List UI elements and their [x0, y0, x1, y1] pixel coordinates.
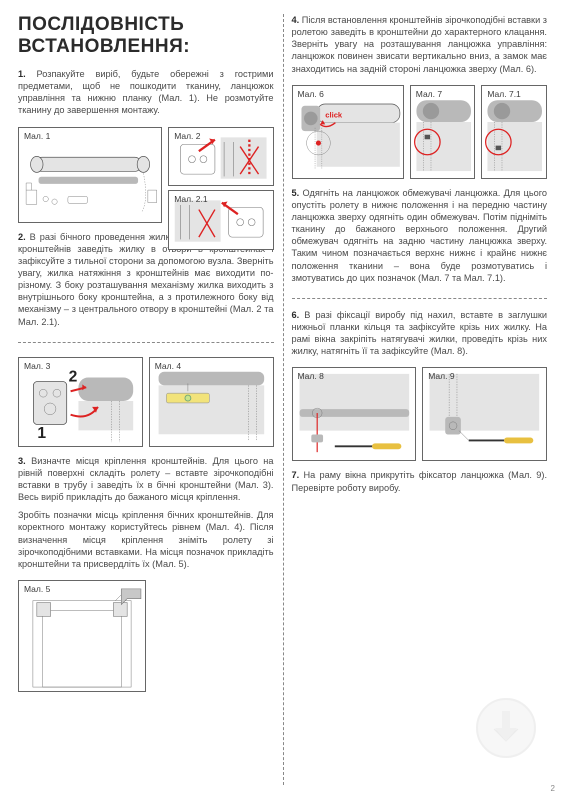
step-3-num: 3.: [18, 456, 26, 466]
step-7-text: 7. На раму вікна прикрутіть фіксатор лан…: [292, 469, 548, 493]
fig-3: Мал. 3 1: [18, 357, 143, 447]
fig-7-1-label: Мал. 7.1: [487, 89, 520, 99]
fig-row-5: Мал. 5: [18, 580, 274, 692]
fig-4-illustration: [150, 358, 273, 446]
step-1-body: Розпакуйте виріб, будьте обережні з гост…: [18, 69, 274, 115]
fig-row-6-7: Мал. 6 click: [292, 85, 548, 179]
fig-1-label: Мал. 1: [24, 131, 50, 141]
fig-7-label: Мал. 7: [416, 89, 442, 99]
fig-row-1-2: Мал. 1: [18, 127, 274, 223]
step-3a-text: 3. Визначте місця кріплення кронштейнів.…: [18, 455, 274, 504]
fig-5-illustration: [19, 581, 145, 691]
fig-7-illustration: [411, 86, 475, 178]
step-5-body: Одягніть на ланцюжок обмежувачі ланцюжка…: [292, 188, 548, 283]
divider-left-1: [18, 342, 274, 343]
fig-row-8-9: Мал. 8 Мал. 9: [292, 367, 548, 461]
fig-3-label: Мал. 3: [24, 361, 50, 371]
fig3-n2: 2: [69, 368, 78, 385]
fig-3-illustration: 1 2: [19, 358, 142, 446]
step-6-num: 6.: [292, 310, 300, 320]
step-3b-text: Зробіть позначки місць кріплення бічних …: [18, 509, 274, 570]
step-4-num: 4.: [292, 15, 300, 25]
fig-6-illustration: click: [293, 86, 403, 178]
left-column: ПОСЛІДОВНІСТЬ ВСТАНОВЛЕННЯ: 1. Розпакуйт…: [18, 14, 274, 785]
step-3b-body: Зробіть позначки місць кріплення бічних …: [18, 510, 274, 569]
step-6-text: 6. В разі фіксації виробу під нахил, вст…: [292, 309, 548, 358]
fig-9-label: Мал. 9: [428, 371, 454, 381]
fig-6-label: Мал. 6: [298, 89, 324, 99]
step-2-num: 2.: [18, 232, 26, 242]
fig-7-1-illustration: [482, 86, 546, 178]
page-title: ПОСЛІДОВНІСТЬ ВСТАНОВЛЕННЯ:: [18, 14, 274, 58]
step-5-num: 5.: [292, 188, 300, 198]
vertical-divider: [283, 14, 284, 785]
fig-2-label: Мал. 2: [174, 131, 200, 141]
fig-8-illustration: [293, 368, 416, 460]
step-7-body: На раму вікна прикрутіть фіксатор ланцюж…: [292, 470, 548, 492]
fig-9: Мал. 9: [422, 367, 547, 461]
step-5-text: 5. Одягніть на ланцюжок обмежувачі ланцю…: [292, 187, 548, 284]
step-1-text: 1. Розпакуйте виріб, будьте обережні з г…: [18, 68, 274, 117]
fig-1-illustration: [19, 128, 161, 222]
right-column: 4. Після встановлення кронштейнів зірочк…: [292, 14, 548, 785]
fig-8-label: Мал. 8: [298, 371, 324, 381]
fig-4: Мал. 4: [149, 357, 274, 447]
fig-8: Мал. 8: [292, 367, 417, 461]
fig-2: Мал. 2: [168, 127, 273, 187]
fig-row-3-4: Мал. 3 1: [18, 357, 274, 447]
fig-5-label: Мал. 5: [24, 584, 50, 594]
fig-1: Мал. 1: [18, 127, 162, 223]
step-7-num: 7.: [292, 470, 300, 480]
fig6-click-text: click: [325, 110, 343, 119]
step-6-body: В разі фіксації виробу під нахил, вставт…: [292, 310, 548, 356]
fig-7: Мал. 7: [410, 85, 476, 179]
fig-6: Мал. 6 click: [292, 85, 404, 179]
fig3-n1: 1: [37, 425, 46, 442]
step-4-text: 4. Після встановлення кронштейнів зірочк…: [292, 14, 548, 75]
fig-2-1-label: Мал. 2.1: [174, 194, 207, 204]
fig-2-group: Мал. 2: [168, 127, 273, 223]
step-1-num: 1.: [18, 69, 26, 79]
step-3a-body: Визначте місця кріплення кронштейнів. Дл…: [18, 456, 274, 502]
fig-7-1: Мал. 7.1: [481, 85, 547, 179]
fig-9-illustration: [423, 368, 546, 460]
page-number: 2: [551, 784, 555, 793]
step-4-body: Після встановлення кронштейнів зірочкопо…: [292, 15, 548, 74]
instruction-page: ПОСЛІДОВНІСТЬ ВСТАНОВЛЕННЯ: 1. Розпакуйт…: [0, 0, 565, 799]
fig-2-1: Мал. 2.1: [168, 190, 273, 250]
fig-5: Мал. 5: [18, 580, 146, 692]
divider-right-1: [292, 298, 548, 299]
fig-4-label: Мал. 4: [155, 361, 181, 371]
